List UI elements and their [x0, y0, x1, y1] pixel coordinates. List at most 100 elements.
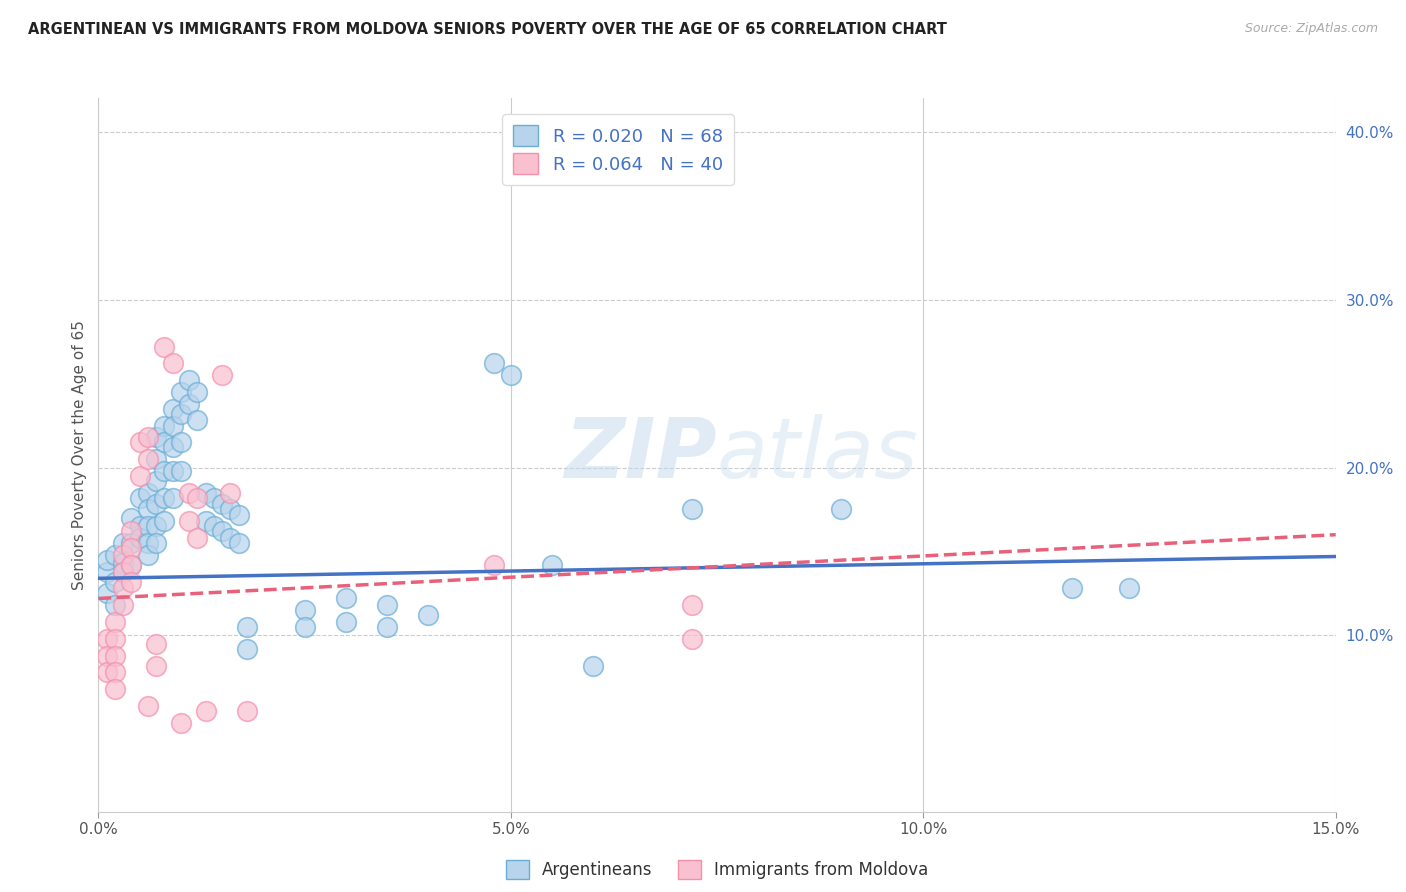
Point — [120, 541, 142, 555]
Point — [112, 565, 135, 579]
Point — [202, 519, 225, 533]
Point — [228, 536, 250, 550]
Point — [211, 368, 233, 383]
Point — [128, 435, 150, 450]
Text: Source: ZipAtlas.com: Source: ZipAtlas.com — [1244, 22, 1378, 36]
Point — [112, 582, 135, 596]
Point — [541, 558, 564, 572]
Point — [179, 397, 201, 411]
Point — [484, 356, 506, 370]
Point — [681, 598, 703, 612]
Point — [136, 502, 159, 516]
Point — [186, 384, 208, 399]
Point — [120, 524, 142, 539]
Point — [145, 637, 167, 651]
Point — [211, 524, 233, 539]
Point — [236, 704, 259, 718]
Point — [104, 632, 127, 646]
Point — [294, 620, 316, 634]
Point — [112, 548, 135, 562]
Point — [120, 511, 142, 525]
Point — [1060, 582, 1083, 596]
Point — [162, 356, 184, 370]
Y-axis label: Seniors Poverty Over the Age of 65: Seniors Poverty Over the Age of 65 — [72, 320, 87, 590]
Point — [153, 491, 176, 505]
Point — [96, 665, 118, 680]
Point — [96, 586, 118, 600]
Point — [145, 474, 167, 488]
Point — [162, 464, 184, 478]
Point — [418, 608, 440, 623]
Point — [104, 615, 127, 629]
Point — [136, 536, 159, 550]
Point — [194, 485, 217, 500]
Point — [104, 598, 127, 612]
Point — [136, 519, 159, 533]
Point — [375, 620, 398, 634]
Point — [104, 574, 127, 589]
Point — [128, 531, 150, 545]
Point — [136, 430, 159, 444]
Point — [179, 514, 201, 528]
Point — [153, 514, 176, 528]
Point — [170, 464, 193, 478]
Point — [202, 491, 225, 505]
Point — [170, 384, 193, 399]
Point — [153, 418, 176, 433]
Point — [112, 556, 135, 570]
Point — [145, 452, 167, 467]
Point — [120, 574, 142, 589]
Point — [128, 469, 150, 483]
Point — [96, 565, 118, 579]
Point — [162, 491, 184, 505]
Point — [236, 641, 259, 656]
Point — [294, 603, 316, 617]
Point — [681, 502, 703, 516]
Point — [186, 531, 208, 545]
Point — [145, 519, 167, 533]
Point — [219, 485, 242, 500]
Point — [153, 435, 176, 450]
Point — [128, 491, 150, 505]
Point — [104, 665, 127, 680]
Point — [1118, 582, 1140, 596]
Point — [186, 491, 208, 505]
Point — [96, 648, 118, 663]
Point — [145, 430, 167, 444]
Point — [153, 340, 176, 354]
Point — [136, 485, 159, 500]
Point — [145, 658, 167, 673]
Point — [162, 441, 184, 455]
Point — [194, 514, 217, 528]
Text: atlas: atlas — [717, 415, 918, 495]
Point — [96, 632, 118, 646]
Point — [104, 682, 127, 697]
Point — [219, 502, 242, 516]
Point — [375, 598, 398, 612]
Point — [236, 620, 259, 634]
Point — [830, 502, 852, 516]
Point — [228, 508, 250, 522]
Point — [120, 558, 142, 572]
Point — [112, 565, 135, 579]
Point — [136, 548, 159, 562]
Text: ARGENTINEAN VS IMMIGRANTS FROM MOLDOVA SENIORS POVERTY OVER THE AGE OF 65 CORREL: ARGENTINEAN VS IMMIGRANTS FROM MOLDOVA S… — [28, 22, 948, 37]
Point — [145, 498, 167, 512]
Point — [582, 658, 605, 673]
Legend: Argentineans, Immigrants from Moldova: Argentineans, Immigrants from Moldova — [499, 853, 935, 886]
Point — [170, 435, 193, 450]
Point — [112, 536, 135, 550]
Point — [335, 591, 357, 606]
Point — [120, 536, 142, 550]
Point — [96, 553, 118, 567]
Point — [145, 536, 167, 550]
Point — [170, 715, 193, 730]
Point — [136, 698, 159, 713]
Point — [335, 615, 357, 629]
Point — [186, 413, 208, 427]
Point — [211, 498, 233, 512]
Point — [499, 368, 522, 383]
Point — [162, 401, 184, 416]
Point — [484, 558, 506, 572]
Point — [179, 373, 201, 387]
